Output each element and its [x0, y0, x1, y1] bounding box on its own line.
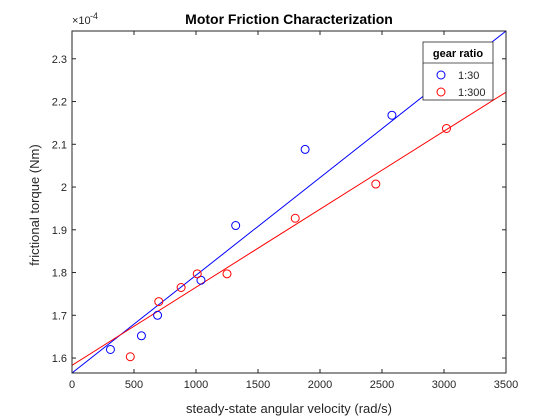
marker-series-2-point-7 [371, 179, 381, 189]
marker-series-1-point-1 [105, 344, 115, 354]
x-tick-label: 3500 [494, 379, 518, 391]
marker-series-2-point-1 [125, 352, 135, 362]
y-axis: 1.6 1.7 1.8 1.9 2 2.1 2.2 2.3 [52, 54, 506, 365]
y-axis-label: frictional torque (Nm) [27, 144, 42, 265]
y-tick-label: 1.7 [52, 310, 67, 322]
x-tick-label: 0 [69, 379, 75, 391]
y-tick-label: 1.8 [52, 268, 67, 280]
x-tick-label: 1500 [246, 379, 270, 391]
y-exponent-power: -4 [90, 11, 98, 21]
x-tick-label: 500 [125, 379, 143, 391]
y-tick-label: 1.6 [52, 353, 67, 365]
y-tick-label: 2.3 [52, 54, 67, 66]
y-tick-label: 2.1 [52, 139, 67, 151]
data-markers [105, 110, 451, 362]
x-tick-label: 2000 [308, 379, 332, 391]
marker-series-2-point-4 [192, 269, 202, 279]
legend-box [422, 41, 494, 101]
marker-series-2-point-5 [222, 269, 232, 279]
legend: gear ratio 1:30 1:300 [422, 41, 494, 101]
legend-entries: 1:30 1:300 [436, 70, 486, 99]
legend-label-series-1: 1:30 [458, 70, 479, 82]
x-tick-label: 3000 [432, 379, 456, 391]
y-tick-label: 1.9 [52, 225, 67, 237]
marker-series-1-point-7 [387, 110, 397, 120]
legend-marker-series-1 [436, 70, 446, 80]
legend-marker-series-2 [436, 87, 446, 97]
y-exponent-base: ×10 [72, 15, 91, 27]
x-tick-label: 1000 [184, 379, 208, 391]
marker-series-1-point-3 [153, 310, 163, 320]
fit-line-series-2 [72, 91, 506, 366]
marker-series-2-point-6 [290, 213, 300, 223]
y-tick-label: 2.2 [52, 97, 67, 109]
marker-series-2-point-2 [154, 297, 164, 307]
y-exponent: ×10 -4 [72, 11, 98, 27]
legend-label-series-2: 1:300 [458, 87, 486, 99]
marker-series-1-point-2 [136, 331, 146, 341]
marker-series-1-point-5 [231, 221, 241, 231]
legend-title: gear ratio [433, 48, 483, 60]
marker-series-2-point-3 [176, 283, 186, 292]
x-axis-label: steady-state angular velocity (rad/s) [186, 401, 392, 416]
chart-title: Motor Friction Characterization [185, 11, 393, 27]
x-tick-label: 2500 [370, 379, 394, 391]
marker-series-2-point-8 [441, 123, 451, 133]
x-axis: 0 500 1000 1500 2000 2500 3000 3500 [69, 31, 518, 391]
marker-series-1-point-6 [300, 144, 310, 154]
plot-border [71, 30, 507, 374]
y-tick-label: 2 [61, 182, 67, 194]
